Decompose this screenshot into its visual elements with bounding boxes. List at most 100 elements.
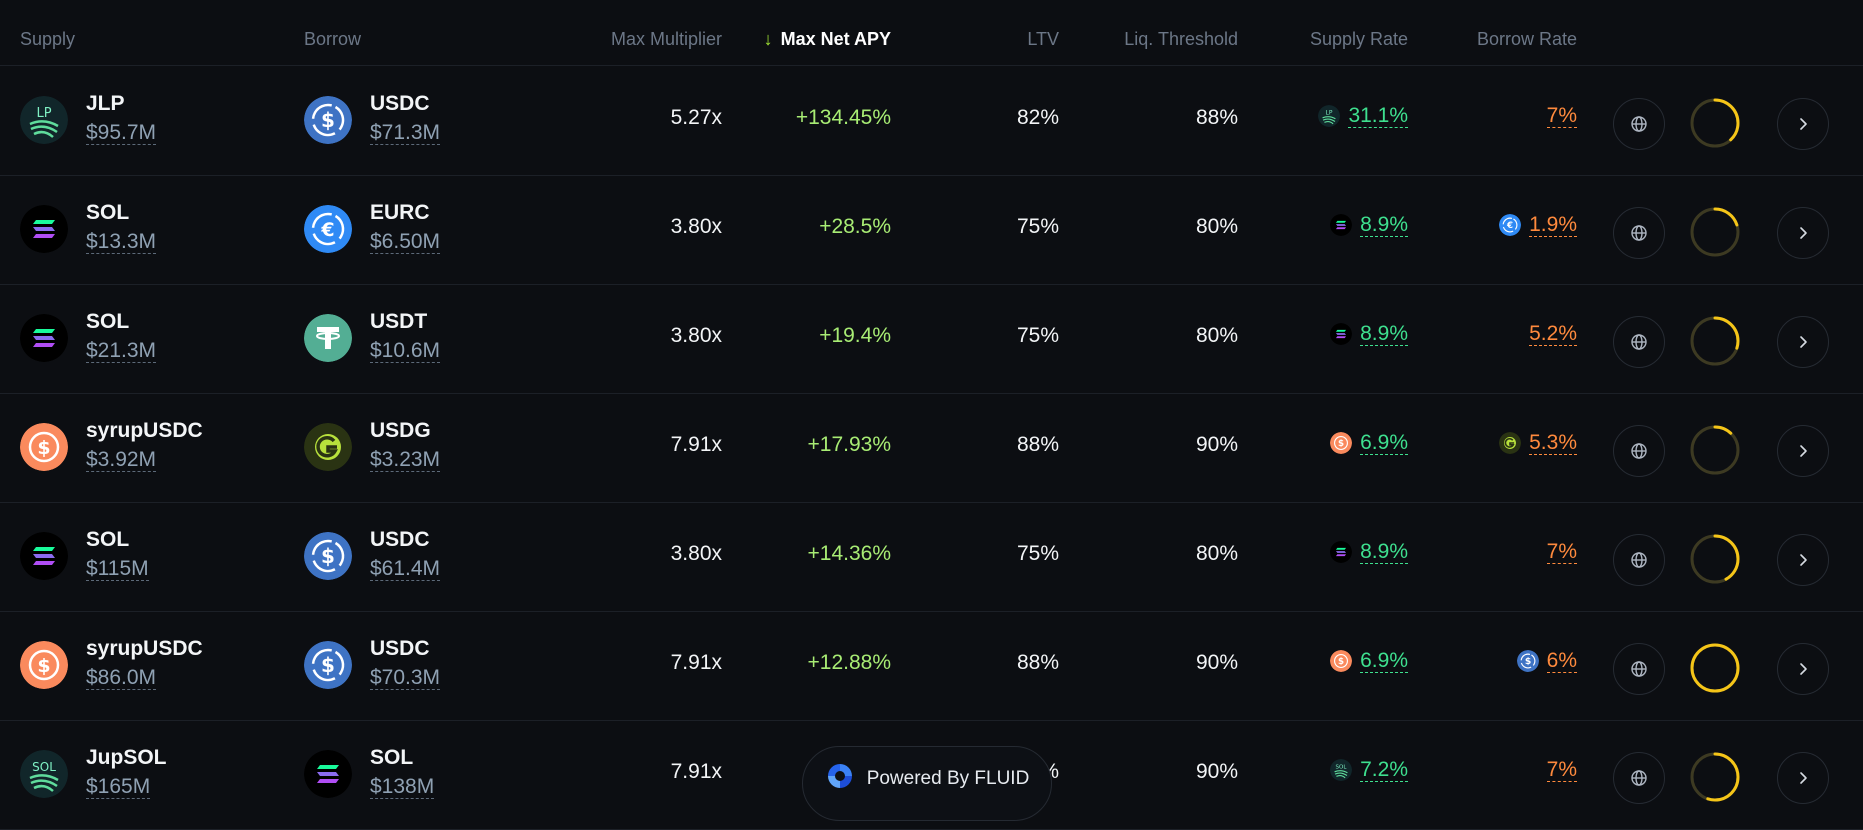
header-max-multiplier[interactable]: Max Multiplier	[610, 29, 722, 49]
header-supply-rate[interactable]: Supply Rate	[1309, 29, 1408, 49]
supply-amount[interactable]: $13.3M	[86, 230, 157, 254]
svg-text:$: $	[1524, 656, 1530, 667]
borrow-amount[interactable]: $70.3M	[370, 666, 441, 690]
utilization-ring	[1688, 750, 1742, 804]
supply-rate[interactable]: $ 6.9%	[1330, 649, 1408, 673]
borrow-rate[interactable]: 5.3%	[1499, 431, 1577, 455]
sol-icon	[20, 532, 68, 580]
borrow-rate-value[interactable]: 5.2%	[1529, 322, 1577, 346]
supply-amount[interactable]: $95.7M	[86, 121, 157, 145]
supply-amount[interactable]: $21.3M	[86, 339, 157, 363]
borrow-rate-value[interactable]: 1.9%	[1529, 213, 1577, 237]
borrow-rate[interactable]: $ 6%	[1516, 649, 1577, 673]
borrow-rate[interactable]: 7%	[1546, 758, 1577, 782]
usdt-icon	[304, 314, 352, 362]
globe-button[interactable]	[1613, 98, 1665, 150]
borrow-rate[interactable]: 7%	[1546, 104, 1577, 128]
borrow-rate-value[interactable]: 5.3%	[1529, 431, 1577, 455]
table-row[interactable]: SOL $13.3M € EURC $6.50M 3.80x +28.5% 75…	[0, 175, 1863, 285]
svg-text:SOL: SOL	[1336, 765, 1348, 771]
supply-rate-value[interactable]: 6.9%	[1360, 649, 1408, 673]
open-row-button[interactable]	[1777, 316, 1829, 368]
supply-rate-value[interactable]: 8.9%	[1360, 322, 1408, 346]
borrow-amount[interactable]: $71.3M	[370, 121, 441, 145]
globe-button[interactable]	[1613, 425, 1665, 477]
borrow-rate[interactable]: € 1.9%	[1499, 213, 1577, 237]
open-row-button[interactable]	[1777, 643, 1829, 695]
open-row-button[interactable]	[1777, 98, 1829, 150]
globe-button[interactable]	[1613, 316, 1665, 368]
supply-symbol: JupSOL	[86, 746, 167, 769]
table-row[interactable]: $ syrupUSDC $86.0M $ USDC $70.3M 7.91x +…	[0, 611, 1863, 721]
supply-rate-value[interactable]: 6.9%	[1360, 431, 1408, 455]
table-header: Supply Borrow Max Multiplier ↓ Max Net AP…	[0, 0, 1863, 66]
open-row-button[interactable]	[1777, 534, 1829, 586]
header-ltv[interactable]: LTV	[1027, 29, 1059, 49]
max-multiplier: 3.80x	[670, 542, 722, 565]
supply-amount[interactable]: $86.0M	[86, 666, 157, 690]
svg-text:$: $	[321, 544, 335, 568]
supply-rate[interactable]: 8.9%	[1330, 213, 1408, 237]
header-liq-threshold[interactable]: Liq. Threshold	[1124, 29, 1238, 49]
supply-amount[interactable]: $3.92M	[86, 448, 157, 472]
liq-threshold-value: 80%	[1195, 324, 1238, 347]
header-borrow[interactable]: Borrow	[304, 29, 362, 49]
header-max-net-apy[interactable]: ↓ Max Net APY	[763, 29, 891, 49]
chevron-right-icon	[1796, 662, 1810, 676]
globe-icon	[1630, 115, 1648, 133]
supply-amount[interactable]: $165M	[86, 775, 151, 799]
borrow-rate-value[interactable]: 7%	[1546, 758, 1577, 782]
borrow-rate-value[interactable]: 7%	[1546, 540, 1577, 564]
supply-rate[interactable]: LP 31.1%	[1318, 104, 1408, 128]
globe-button[interactable]	[1613, 643, 1665, 695]
borrow-amount[interactable]: $61.4M	[370, 557, 441, 581]
chevron-right-icon	[1796, 444, 1810, 458]
globe-button[interactable]	[1613, 207, 1665, 259]
supply-rate[interactable]: SOL 7.2%	[1330, 758, 1408, 782]
borrow-rate[interactable]: 5.2%	[1529, 322, 1577, 346]
supply-rate[interactable]: $ 6.9%	[1330, 431, 1408, 455]
supply-rate[interactable]: 8.9%	[1330, 322, 1408, 346]
borrow-rate-value[interactable]: 6%	[1546, 649, 1577, 673]
open-row-button[interactable]	[1777, 207, 1829, 259]
borrow-amount[interactable]: $138M	[370, 775, 435, 799]
globe-button[interactable]	[1613, 752, 1665, 804]
max-net-apy: +134.45%	[795, 106, 891, 129]
supply-rate-value[interactable]: 7.2%	[1360, 758, 1408, 782]
table-row[interactable]: LP JLP $95.7M $ USDC $71.3M 5.27x +134.4…	[0, 66, 1863, 176]
open-row-button[interactable]	[1777, 752, 1829, 804]
header-supply[interactable]: Supply	[20, 29, 76, 49]
supply-rate[interactable]: 8.9%	[1330, 540, 1408, 564]
syrupusdc-icon: $	[20, 641, 68, 689]
supply-rate-value[interactable]: 31.1%	[1348, 104, 1408, 128]
max-multiplier: 7.91x	[670, 651, 722, 674]
chevron-right-icon	[1796, 226, 1810, 240]
max-multiplier: 3.80x	[670, 324, 722, 347]
borrow-rate[interactable]: 7%	[1546, 540, 1577, 564]
powered-by-badge[interactable]: Powered By FLUID	[802, 746, 1052, 821]
utilization-ring	[1688, 532, 1742, 586]
jupsol-icon: SOL	[20, 750, 68, 798]
borrow-amount[interactable]: $10.6M	[370, 339, 441, 363]
borrow-amount[interactable]: $6.50M	[370, 230, 441, 254]
supply-symbol: JLP	[86, 92, 125, 115]
liq-threshold-value: 88%	[1195, 106, 1238, 129]
svg-text:$: $	[1338, 657, 1344, 667]
liq-threshold-value: 90%	[1195, 433, 1238, 456]
open-row-button[interactable]	[1777, 425, 1829, 477]
sort-arrow-down-icon: ↓	[763, 29, 773, 49]
globe-button[interactable]	[1613, 534, 1665, 586]
supply-rate-value[interactable]: 8.9%	[1360, 213, 1408, 237]
supply-amount[interactable]: $115M	[86, 557, 149, 581]
supply-rate-value[interactable]: 8.9%	[1360, 540, 1408, 564]
svg-text:€: €	[320, 219, 334, 241]
table-row[interactable]: SOL $115M $ USDC $61.4M 3.80x +14.36% 75…	[0, 502, 1863, 612]
borrow-rate-value[interactable]: 7%	[1546, 104, 1577, 128]
borrow-amount[interactable]: $3.23M	[370, 448, 441, 472]
table-row[interactable]: SOL $21.3M USDT $10.6M 3.80x +19.4% 75% …	[0, 284, 1863, 394]
header-borrow-rate[interactable]: Borrow Rate	[1476, 29, 1577, 49]
table-row[interactable]: $ syrupUSDC $3.92M USDG $3.23M 7.91x +17…	[0, 393, 1863, 503]
liq-threshold-value: 90%	[1195, 651, 1238, 674]
syrupusdc-icon: $	[1330, 650, 1353, 672]
globe-icon	[1630, 660, 1648, 678]
